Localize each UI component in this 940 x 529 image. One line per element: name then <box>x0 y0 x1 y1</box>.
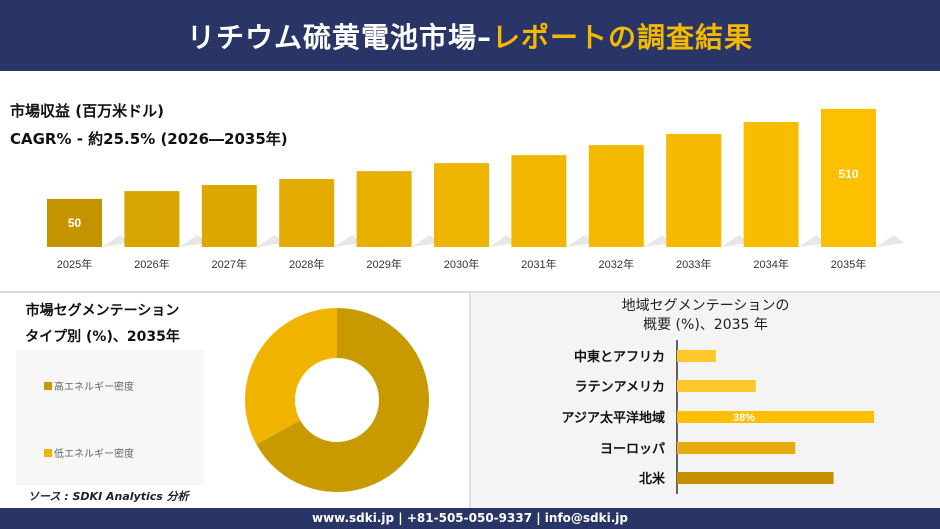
donut-slice <box>245 308 337 445</box>
title-separator: – <box>477 20 492 54</box>
year-label: 2033年 <box>676 257 711 271</box>
year-label: 2035年 <box>831 257 866 271</box>
segment-title-line1: 市場セグメンテーション <box>25 303 180 319</box>
legend-swatch <box>44 381 52 390</box>
source-note: ソース : SDKI Analytics 分析 <box>28 490 189 503</box>
bar-shadow <box>102 235 130 247</box>
bar-shadow <box>721 235 750 247</box>
cagr-subtitle: CAGR% - 約25.5% (2026―2035年) <box>10 130 288 148</box>
year-label: 2031年 <box>521 257 556 271</box>
year-label: 2026年 <box>134 257 169 271</box>
title-main: リチウム硫黄電池市場 <box>186 20 477 54</box>
legend-label: 高エネルギー密度 <box>54 382 134 393</box>
region-title: 地域セグメンテーションの 概要 (%)、2035 年 <box>471 297 940 335</box>
legend-label: 低エネルギー密度 <box>54 449 134 460</box>
revenue-bar <box>588 145 644 247</box>
report-header: リチウム硫黄電池市場–レポートの調査結果 <box>0 0 940 74</box>
bar-shadow <box>798 235 827 247</box>
bar-value-label: 50 <box>68 216 82 230</box>
revenue-bar <box>47 198 102 247</box>
revenue-bar <box>124 191 180 247</box>
bar-shadow <box>566 235 595 247</box>
revenue-bar-chart: 2025年 50 2026年 2027年 2028年 2029年 2030年 2031年 203… <box>47 108 904 271</box>
revenue-bar <box>201 185 257 247</box>
region-title-line1: 地域セグメンテーションの <box>621 298 790 314</box>
year-label: 2028年 <box>289 257 324 271</box>
title-accent: レポートの調査結果 <box>492 20 754 54</box>
revenue-bar <box>743 122 799 247</box>
year-label: 2030年 <box>444 257 479 271</box>
bar-shadow <box>489 235 517 247</box>
revenue-bar <box>356 171 412 247</box>
bar-shadow <box>643 235 672 247</box>
year-label: 2027年 <box>212 257 247 271</box>
header-title: リチウム硫黄電池市場–レポートの調査結果 <box>187 16 753 56</box>
revenue-bar <box>434 163 489 247</box>
donut-legend <box>16 350 204 485</box>
revenue-bar <box>279 178 335 247</box>
revenue-bar <box>821 108 876 247</box>
bar-shadow <box>334 235 363 247</box>
legend-item-low: 低エネルギー密度 <box>44 445 134 460</box>
footer-contact: www.sdki.jp | +81-505-050-9337 | info@sd… <box>0 508 940 529</box>
bar-shadow <box>179 235 208 247</box>
region-title-line2: 概要 (%)、2035 年 <box>643 317 768 333</box>
revenue-bar <box>511 155 567 247</box>
year-label: 2032年 <box>599 257 634 271</box>
revenue-title: 市場収益 (百万米ドル) <box>10 102 164 120</box>
revenue-bar <box>666 133 722 247</box>
bar-shadow <box>876 235 904 247</box>
revenue-section: 市場収益 (百万米ドル) CAGR% - 約25.5% (2026―2035年) <box>0 90 940 290</box>
bar-shadow <box>256 235 285 247</box>
year-label: 2025年 <box>57 257 92 271</box>
legend-swatch <box>44 448 52 457</box>
year-label: 2029年 <box>366 257 401 271</box>
legend-item-high: 高エネルギー密度 <box>44 378 134 393</box>
divider-vertical <box>469 293 471 508</box>
donut-slice <box>256 308 430 493</box>
segment-title-line2: タイプ別 (%)、2035年 <box>25 329 180 345</box>
bar-value-label: 510 <box>838 167 858 181</box>
year-label: 2034年 <box>753 257 788 271</box>
bar-shadow <box>411 235 440 247</box>
segment-title: 市場セグメンテーション タイプ別 (%)、2035年 <box>0 298 205 350</box>
divider-horizontal <box>0 291 940 293</box>
